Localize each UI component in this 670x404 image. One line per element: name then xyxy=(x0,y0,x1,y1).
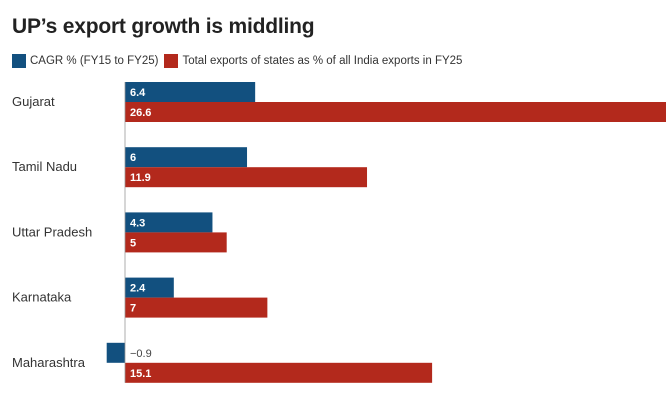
legend: CAGR % (FY15 to FY25) Total exports of s… xyxy=(12,53,468,69)
bar-exports-share-karnataka xyxy=(125,297,268,318)
data-label-exports-share-uttar-pradesh: 5 xyxy=(130,237,136,249)
bar-cagr-uttar-pradesh xyxy=(125,212,213,233)
legend-item-exports-share: Total exports of states as % of all Indi… xyxy=(164,54,462,68)
legend-swatch-cagr xyxy=(12,54,26,68)
category-label-gujarat: Gujarat xyxy=(12,94,55,109)
bar-exports-share-tamil-nadu xyxy=(125,167,368,188)
bar-exports-share-uttar-pradesh xyxy=(125,232,227,253)
category-label-maharashtra: Maharashtra xyxy=(12,355,86,370)
data-label-exports-share-maharashtra: 15.1 xyxy=(130,368,151,380)
legend-item-cagr: CAGR % (FY15 to FY25) xyxy=(12,54,158,68)
data-label-exports-share-tamil-nadu: 11.9 xyxy=(130,172,151,184)
data-label-cagr-uttar-pradesh: 4.3 xyxy=(130,217,145,229)
bar-cagr-gujarat xyxy=(125,82,256,102)
category-label-tamil-nadu: Tamil Nadu xyxy=(12,159,77,174)
legend-label-exports-share: Total exports of states as % of all Indi… xyxy=(182,55,463,67)
data-label-cagr-maharashtra: −0.9 xyxy=(130,348,152,360)
data-label-cagr-tamil-nadu: 6 xyxy=(130,152,136,164)
bar-cagr-tamil-nadu xyxy=(125,147,248,168)
category-label-karnataka: Karnataka xyxy=(12,290,72,305)
chart-title: UP’s export growth is middling xyxy=(12,15,315,38)
bar-exports-share-maharashtra xyxy=(125,362,433,383)
category-label-uttar-pradesh: Uttar Pradesh xyxy=(12,224,92,239)
bar-cagr-maharashtra xyxy=(106,342,125,363)
legend-label-cagr: CAGR % (FY15 to FY25) xyxy=(30,55,159,67)
bar-cagr-karnataka xyxy=(125,277,174,298)
data-label-cagr-gujarat: 6.4 xyxy=(130,87,146,99)
data-label-exports-share-gujarat: 26.6 xyxy=(130,107,151,119)
legend-swatch-exports-share xyxy=(164,54,179,68)
data-label-exports-share-karnataka: 7 xyxy=(130,303,136,315)
data-label-cagr-karnataka: 2.4 xyxy=(130,283,146,295)
bar-exports-share-gujarat xyxy=(125,102,666,122)
